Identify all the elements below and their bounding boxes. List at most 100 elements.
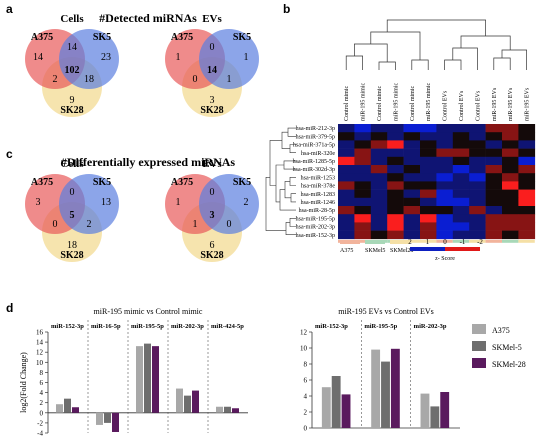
dendrogram-branch	[269, 140, 282, 186]
heatmap-cell	[338, 181, 355, 190]
heatmap-cell	[354, 214, 372, 223]
heatmap-cell	[485, 132, 503, 141]
bar-charts: miR-195 mimic vs Control mimic log2(Fold …	[19, 307, 526, 438]
row-label: hsa-miR-1246	[301, 200, 335, 206]
column-dendrogram	[345, 19, 527, 70]
bar-skmel-28	[112, 412, 119, 432]
heatmap-cell	[452, 148, 470, 158]
dendrogram-branch	[275, 164, 284, 203]
group-strip-cell	[518, 239, 535, 243]
bar-skmel-5	[381, 361, 390, 428]
dendrogram-branch	[411, 59, 429, 70]
venn-detected-cells: Cells A375 SK5 SK28 14 23 9 14 2 18 102	[25, 13, 119, 117]
heatmap-cell	[502, 222, 519, 231]
heatmap-cell	[452, 140, 470, 149]
heatmap-cell	[452, 189, 470, 199]
heatmap-cell	[354, 189, 372, 199]
heatmap-cell	[485, 189, 503, 199]
heatmap-cell	[502, 124, 519, 133]
heatmap-cell	[469, 230, 486, 240]
legend-swatch	[472, 341, 486, 351]
heatmap-cell	[370, 132, 388, 141]
y-tick-label: 6	[40, 379, 44, 387]
scale-tick: 1	[426, 238, 430, 246]
scale-label: z- Score	[435, 256, 455, 262]
bar-skmel-5	[104, 412, 111, 423]
dendrogram-branch	[281, 131, 290, 149]
dendrogram-branch	[452, 47, 478, 70]
count-only1: 1	[176, 197, 181, 208]
legend-swatch	[472, 324, 486, 334]
heatmap-cell	[485, 230, 503, 240]
panel-label-d: d	[6, 301, 13, 315]
group-legend-label: SKMel5	[365, 248, 385, 254]
bar-skmel-5	[331, 376, 341, 428]
bar-skmel-5	[144, 343, 151, 413]
heatmap-cell	[469, 206, 486, 215]
count-only2: 1	[244, 52, 249, 63]
group-strip-cell	[354, 239, 371, 243]
heatmap-cell	[370, 214, 388, 223]
legend-swatch	[472, 358, 486, 368]
count-ab: 0	[210, 187, 215, 198]
heatmap-cell	[436, 189, 454, 199]
column-label: miR-195 mimic	[426, 82, 432, 121]
count-ac: 0	[193, 74, 198, 85]
y-tick-label: 8	[40, 369, 44, 377]
heatmap-cell	[354, 222, 372, 231]
count-bc: 2	[87, 219, 92, 230]
heatmap-cell	[518, 148, 536, 158]
column-label: Control mimic	[344, 85, 350, 121]
count-abc: 102	[65, 65, 80, 76]
dendrogram-branch	[290, 193, 296, 203]
count-abc: 14	[207, 65, 217, 76]
heatmap-cell	[354, 181, 372, 190]
count-ab: 0	[210, 42, 215, 53]
heatmap-cell	[403, 181, 421, 190]
heatmap-cell	[338, 197, 355, 207]
row-label: hsa-miR-195-5p	[296, 216, 335, 222]
row-label: hsa-miR-1285-5p	[293, 159, 335, 165]
heatmap-cell	[370, 140, 388, 149]
label-a375: A375	[171, 177, 193, 188]
row-label: hsa-miR-1283	[301, 192, 335, 198]
heatmap-cell	[420, 148, 437, 158]
bar-a375	[216, 406, 223, 413]
dendrogram-branch	[386, 19, 486, 36]
count-ac: 1	[193, 219, 198, 230]
y-tick-label: 14	[36, 339, 44, 347]
heatmap-cell	[452, 124, 470, 133]
circle-sk5	[59, 29, 119, 89]
bar-a375	[371, 349, 381, 428]
heatmap-cell	[354, 140, 372, 149]
heatmap-cell	[403, 156, 421, 166]
heatmap-cell	[387, 181, 404, 190]
group-strip-cell	[469, 239, 486, 243]
heatmap-cell	[452, 230, 470, 240]
group-legend-swatch	[390, 240, 410, 244]
heatmap-cell	[502, 206, 519, 215]
heatmap-cell	[452, 197, 470, 207]
heatmap-cell	[452, 156, 470, 166]
count-only3: 18	[67, 240, 77, 251]
bar-legend: A375 SKMel-5 SKMel-28	[472, 324, 526, 369]
bar-skmel-28	[232, 408, 239, 413]
heatmap-cell	[370, 222, 388, 231]
heatmap-cell	[502, 230, 519, 240]
count-only2: 2	[244, 197, 249, 208]
heatmap-cell	[387, 189, 404, 199]
circle-sk5	[59, 174, 119, 234]
heatmap-cell	[485, 124, 503, 133]
heatmap-cell	[469, 165, 486, 174]
panel-label-c: c	[6, 147, 13, 161]
bar-skmel-28	[72, 407, 79, 413]
heatmap-cell	[420, 165, 437, 174]
column-label: Control mimic	[410, 85, 416, 121]
heatmap-cell	[387, 140, 404, 149]
legend-label: SKMel-28	[492, 360, 526, 369]
venn-de-cells: Cells A375 SK5 SK28 3 13 18 0 0 2 5	[25, 158, 119, 262]
heatmap-cell	[420, 173, 437, 182]
y-tick-label: 12	[300, 329, 308, 337]
count-bc: 0	[227, 219, 232, 230]
